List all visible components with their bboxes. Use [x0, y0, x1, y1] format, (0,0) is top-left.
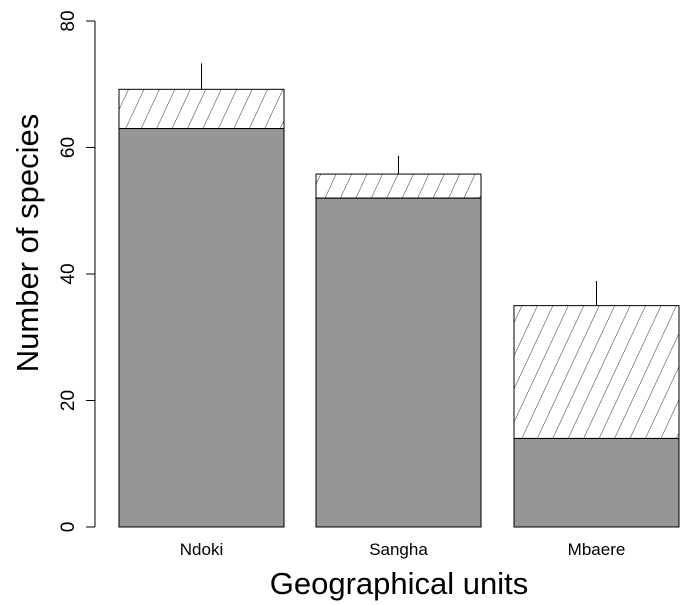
x-axis-title: Geographical units — [270, 566, 529, 601]
x-category-label: Sangha — [369, 540, 428, 559]
x-category-label: Ndoki — [180, 540, 223, 559]
bar-hatched-mbaere — [513, 305, 680, 439]
y-axis: 0 20 40 60 80 — [58, 10, 96, 533]
y-axis-title: Number of species — [10, 114, 45, 372]
bars — [118, 63, 680, 528]
bar-hatched-ndoki — [118, 88, 285, 130]
x-category-labels: Ndoki Sangha Mbaere — [180, 540, 626, 559]
y-tick-label: 80 — [58, 10, 79, 31]
y-tick-label: 0 — [58, 522, 79, 533]
bar-hatched-sangha — [315, 173, 482, 199]
bar-solid-sangha — [315, 197, 482, 528]
y-tick-label: 20 — [58, 390, 79, 411]
x-category-label: Mbaere — [568, 540, 626, 559]
bar-solid-mbaere — [513, 437, 680, 528]
y-tick-label: 60 — [58, 137, 79, 158]
bar-solid-ndoki — [118, 128, 285, 528]
y-tick-label: 40 — [58, 263, 79, 284]
